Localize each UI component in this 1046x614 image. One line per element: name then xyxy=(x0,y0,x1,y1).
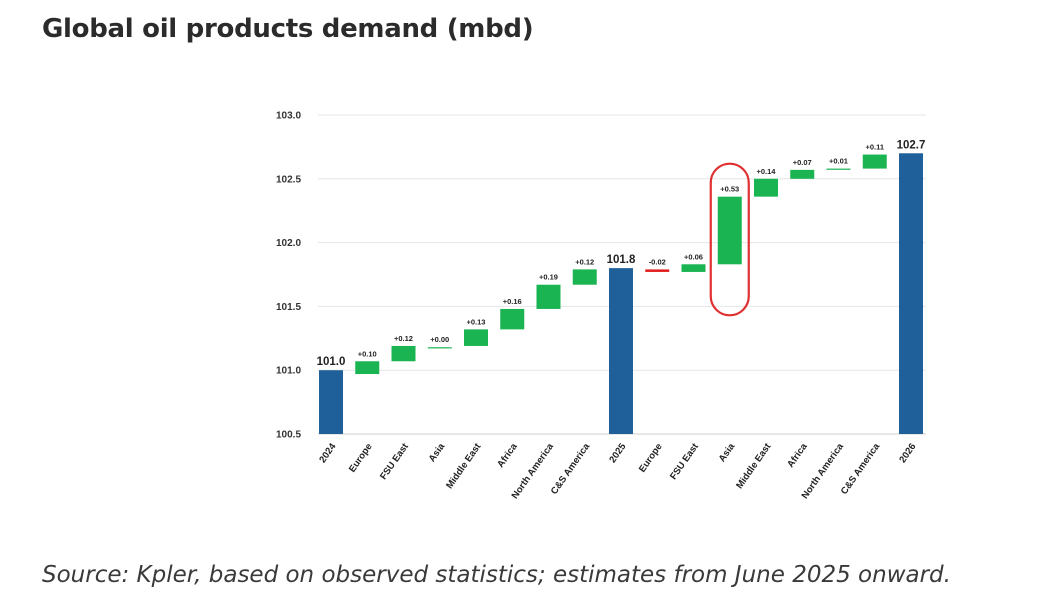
category-label: Asia xyxy=(427,441,448,464)
increase-bar xyxy=(862,154,887,169)
category-label: Africa xyxy=(785,441,810,470)
category-label: Asia xyxy=(717,441,738,464)
delta-value-label: +0.07 xyxy=(793,158,812,167)
category-label: 2025 xyxy=(607,441,629,465)
delta-value-label: +0.14 xyxy=(757,167,777,176)
increase-bar xyxy=(391,345,416,362)
delta-value-label: +0.12 xyxy=(575,257,594,266)
y-tick-label: 100.5 xyxy=(276,430,301,441)
decrease-bar xyxy=(645,269,670,272)
category-label: C&S America xyxy=(549,441,593,497)
source-note: Source: Kpler, based on observed statist… xyxy=(42,562,951,588)
category-label: FSU East xyxy=(668,441,701,482)
category-label: Europe xyxy=(347,441,375,474)
total-bar xyxy=(609,268,633,434)
increase-bar xyxy=(826,168,851,170)
category-label: 2024 xyxy=(317,441,339,465)
delta-value-label: +0.53 xyxy=(720,185,739,194)
increase-bar xyxy=(754,178,778,197)
category-label: FSU East xyxy=(378,441,411,482)
y-tick-label: 101.5 xyxy=(276,302,301,313)
increase-bar xyxy=(536,284,561,309)
category-label: Middle East xyxy=(444,441,484,491)
increase-bar xyxy=(717,196,742,265)
category-label: Middle East xyxy=(734,441,774,491)
y-tick-label: 101.0 xyxy=(276,366,301,377)
y-tick-label: 102.5 xyxy=(276,174,301,185)
total-value-label: 101.8 xyxy=(607,254,636,266)
category-label: Africa xyxy=(495,441,520,470)
total-value-label: 101.0 xyxy=(317,356,346,368)
category-label: Europe xyxy=(637,441,665,474)
delta-value-label: +0.06 xyxy=(684,252,703,261)
category-label: C&S America xyxy=(839,441,883,497)
delta-value-label: +0.01 xyxy=(829,157,848,166)
delta-value-label: +0.00 xyxy=(430,335,449,344)
delta-value-label: -0.02 xyxy=(649,257,666,266)
chart-title: Global oil products demand (mbd) xyxy=(42,14,534,44)
increase-bar xyxy=(572,269,597,285)
total-value-label: 102.7 xyxy=(897,139,926,151)
category-label: 2026 xyxy=(897,441,918,465)
delta-value-label: +0.19 xyxy=(539,273,558,282)
delta-value-label: +0.12 xyxy=(394,334,413,343)
increase-bar xyxy=(500,308,525,330)
delta-value-label: +0.11 xyxy=(865,143,884,152)
y-tick-label: 102.0 xyxy=(276,238,301,249)
increase-bar xyxy=(355,361,380,375)
increase-bar xyxy=(790,169,815,179)
total-bar xyxy=(319,370,343,434)
waterfall-chart: 100.5 101.0 101.5 102.0 102.5 103.0 101.0 2024 +… xyxy=(276,111,926,501)
y-tick-label: 103.0 xyxy=(276,111,301,122)
increase-bar xyxy=(427,347,452,349)
increase-bar xyxy=(464,329,488,346)
total-bar xyxy=(899,153,923,434)
delta-value-label: +0.13 xyxy=(467,317,486,326)
highlight-ring xyxy=(709,162,750,317)
increase-bar xyxy=(681,264,706,272)
delta-value-label: +0.10 xyxy=(358,349,377,358)
delta-value-label: +0.16 xyxy=(503,297,522,306)
